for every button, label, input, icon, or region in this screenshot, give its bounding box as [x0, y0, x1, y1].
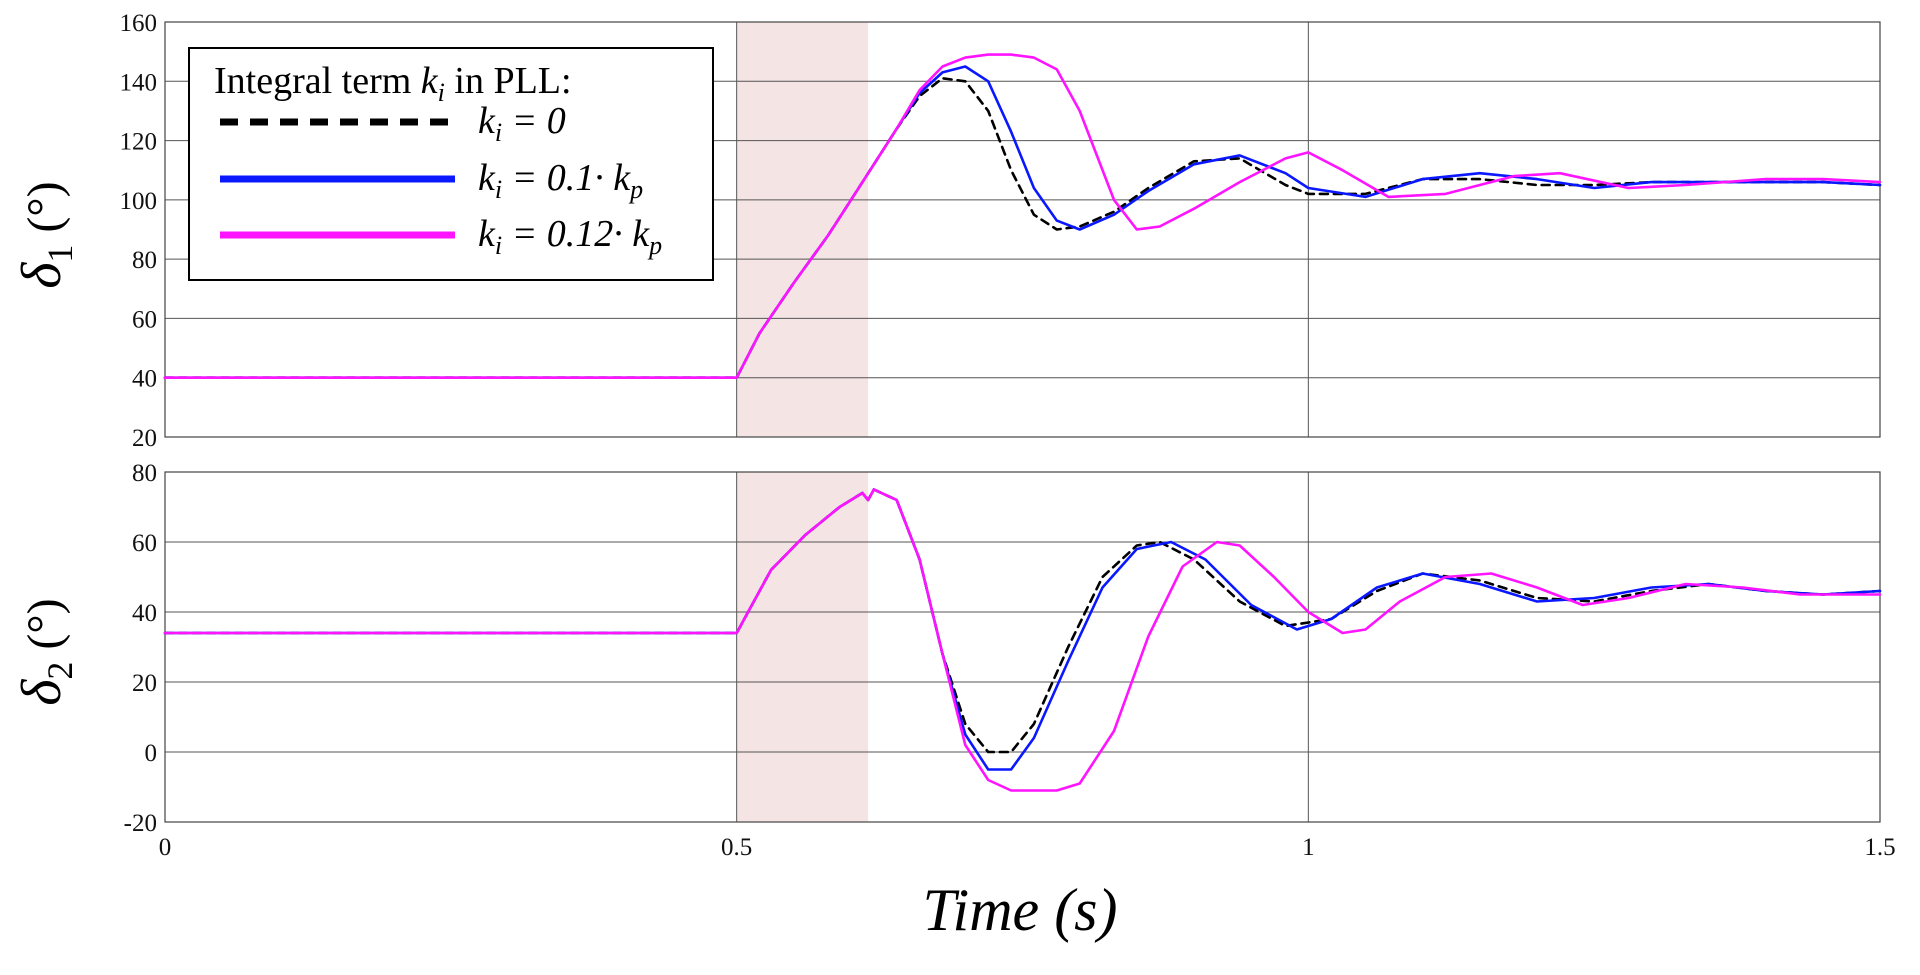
x-tick-label: 1	[1302, 834, 1315, 861]
y-tick-label: 60	[132, 530, 157, 557]
y-axis-label: δ2 (°)	[11, 598, 80, 705]
legend-title: Integral term ki in PLL:	[214, 60, 572, 107]
x-tick-label: 1.5	[1864, 834, 1895, 861]
y-tick-label: 0	[145, 740, 158, 767]
y-axis-symbol: δ	[11, 679, 73, 706]
series-line-3	[163, 488, 1882, 792]
y-tick-label: 120	[120, 129, 158, 156]
y-axis-subscript: 1	[40, 245, 80, 263]
y-tick-label: 80	[132, 247, 157, 274]
series-line-3	[163, 53, 1882, 379]
legend-subscript: i	[495, 118, 502, 147]
x-tick-label: 0.5	[721, 834, 752, 861]
legend-value: = 0.1·	[502, 157, 613, 199]
legend-title-symbol: k	[421, 60, 439, 102]
y-tick-label: 40	[132, 600, 157, 627]
legend-entry-2: ki = 0.1· kp	[478, 157, 643, 204]
y-tick-label: 60	[132, 306, 157, 333]
legend-entry-1: ki = 0	[478, 100, 566, 147]
legend-symbol: k	[478, 157, 496, 199]
y-tick-label: 100	[120, 188, 158, 215]
y-axis-label: δ1 (°)	[11, 181, 80, 288]
y-tick-label: 80	[132, 460, 157, 487]
y-tick-label: 140	[120, 69, 158, 96]
legend-box	[188, 47, 714, 281]
x-axis-unit: (s)	[1039, 877, 1117, 943]
legend-tail-subscript: p	[647, 231, 662, 260]
y-tick-label: 160	[120, 10, 158, 37]
y-axis-subscript: 2	[40, 662, 80, 680]
legend-title-text: Integral term	[214, 60, 421, 102]
y-tick-label: -20	[124, 810, 157, 837]
legend-title-subscript: i	[438, 78, 445, 107]
y-axis-unit: (°)	[18, 598, 71, 661]
plot-frame	[164, 471, 1881, 823]
legend-tail-symbol: k	[632, 213, 650, 255]
legend-subscript: i	[495, 231, 502, 260]
panel-1: 20 40 60 80 100 120 140 160 δ1 (°) Integral term …	[11, 10, 1882, 452]
legend-entry-3: ki = 0.12· kp	[478, 213, 662, 260]
legend-tail-subscript: p	[628, 175, 643, 204]
y-axis-symbol: δ	[11, 262, 73, 289]
legend-symbol: k	[478, 213, 496, 255]
x-tick-label: 0	[159, 834, 172, 861]
legend-symbol: k	[478, 100, 496, 142]
series-line-1	[163, 488, 1882, 754]
series-line-2	[163, 488, 1882, 771]
legend-tail-symbol: k	[613, 157, 631, 199]
legend-value: = 0.12·	[502, 213, 632, 255]
fault-shaded-region	[736, 22, 869, 437]
y-tick-label: 20	[132, 670, 157, 697]
legend-subscript: i	[495, 175, 502, 204]
y-axis-unit: (°)	[18, 181, 71, 244]
plot-frame	[164, 21, 1881, 438]
legend-title-tail: in PLL:	[445, 60, 572, 102]
y-tick-label: 40	[132, 366, 157, 393]
legend: Integral term ki in PLL:ki = 0ki = 0.1· …	[188, 47, 714, 281]
legend-value: = 0	[502, 100, 566, 142]
x-axis-label: Time (s)	[922, 877, 1117, 943]
x-axis-title: Time	[922, 877, 1039, 943]
fault-shaded-region	[736, 472, 869, 822]
y-tick-label: 20	[132, 425, 157, 452]
